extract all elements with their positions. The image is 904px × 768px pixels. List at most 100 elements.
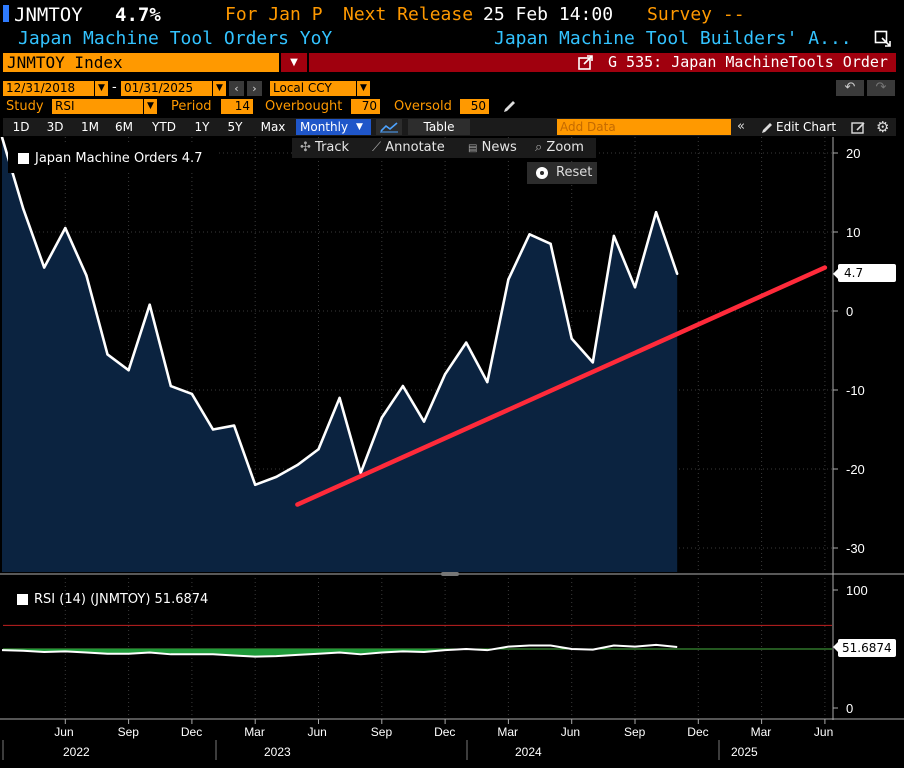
- survey-label: Survey --: [647, 4, 745, 25]
- x-tick-label: Dec: [434, 725, 455, 739]
- data-point: [528, 233, 531, 236]
- overbought-field[interactable]: 70: [351, 99, 380, 114]
- add-data-input[interactable]: Add Data: [557, 119, 731, 135]
- y-tick-label: -20: [846, 462, 865, 477]
- start-date-field[interactable]: 12/31/2018: [3, 81, 94, 96]
- edit-chart-pencil-icon: [760, 120, 774, 134]
- last-value-badge: 4.7: [838, 264, 896, 282]
- source-description: Japan Machine Tool Builders' A...: [494, 28, 852, 49]
- panel-divider-handle[interactable]: [441, 572, 459, 576]
- x-tick-label: Jun: [814, 725, 833, 739]
- data-point: [296, 463, 299, 467]
- chevron-down-icon: ▼: [356, 122, 363, 132]
- edit-chart-button[interactable]: Edit Chart: [776, 120, 837, 134]
- reset-button[interactable]: Reset: [527, 162, 597, 184]
- data-point: [676, 272, 679, 276]
- data-point: [254, 483, 257, 486]
- data-point: [422, 420, 426, 423]
- x-tick-label: Mar: [497, 725, 518, 739]
- range-button-1y[interactable]: 1Y: [194, 120, 210, 134]
- collapse-icon[interactable]: «: [737, 119, 745, 134]
- frequency-selector[interactable]: Monthly ▼: [296, 119, 371, 135]
- study-field[interactable]: RSI: [52, 99, 143, 114]
- data-point: [0, 137, 4, 139]
- x-tick-label: Mar: [751, 725, 772, 739]
- range-button-3d[interactable]: 3D: [46, 120, 64, 134]
- period-field[interactable]: 14: [221, 99, 253, 114]
- data-point: [465, 341, 468, 344]
- external-link-icon[interactable]: [578, 55, 593, 74]
- security-dropdown[interactable]: ▼: [281, 53, 307, 72]
- popout-icon[interactable]: [874, 30, 892, 48]
- data-point: [486, 380, 489, 384]
- date-next-button[interactable]: ›: [247, 81, 262, 96]
- oversold-field[interactable]: 50: [460, 99, 489, 114]
- start-date-dropdown[interactable]: ▼: [95, 81, 108, 96]
- data-point: [633, 286, 637, 289]
- x-tick-label: Dec: [181, 725, 202, 739]
- date-separator: -: [112, 80, 117, 95]
- data-point: [21, 207, 25, 210]
- chart-tools-bar: [292, 138, 596, 158]
- x-tick-label: Jun: [54, 725, 73, 739]
- data-point: [549, 242, 552, 246]
- legend-label: Japan Machine Orders 4.7: [35, 151, 203, 166]
- x-tick-label: Dec: [687, 725, 708, 739]
- next-release-label: Next Release: [343, 4, 474, 25]
- zoom-icon: ⌕: [535, 140, 543, 155]
- redo-button[interactable]: ↷: [867, 80, 895, 96]
- ticker-symbol[interactable]: JNMTOY: [14, 4, 83, 26]
- data-point: [401, 384, 405, 388]
- function-menu-bar[interactable]: G 535: Japan MachineTools Order: [309, 53, 896, 72]
- end-date-dropdown[interactable]: ▼: [213, 81, 226, 96]
- data-point: [148, 303, 151, 306]
- rsi-legend-label: RSI (14) (JNMTOY) 51.6874: [34, 592, 209, 607]
- range-button-max[interactable]: Max: [260, 120, 286, 134]
- news-label: News: [481, 140, 517, 155]
- data-point: [43, 266, 46, 269]
- overbought-label: Overbought: [265, 99, 343, 114]
- y-tick-label: -30: [846, 541, 865, 556]
- range-button-5y[interactable]: 5Y: [227, 120, 243, 134]
- rsi-last-value-badge: 51.6874: [838, 639, 896, 657]
- zoom-tool[interactable]: ⌕ Zoom: [535, 139, 584, 157]
- last-value-text: 4.7: [844, 266, 864, 280]
- study-dropdown[interactable]: ▼: [144, 99, 157, 114]
- gear-icon[interactable]: ⚙: [876, 118, 890, 136]
- chart-type-button[interactable]: [376, 119, 402, 135]
- chart-settings-icon[interactable]: [851, 120, 867, 134]
- range-button-ytd[interactable]: YTD: [152, 120, 176, 134]
- main-legend[interactable]: Japan Machine Orders 4.7: [8, 145, 218, 173]
- currency-field[interactable]: Local CCY: [270, 81, 356, 96]
- track-tool[interactable]: ✣ Track: [300, 139, 349, 157]
- security-field[interactable]: JNMTOY Index: [3, 53, 279, 72]
- end-date-field[interactable]: 01/31/2025: [121, 81, 212, 96]
- crosshair-icon: ✣: [300, 140, 311, 155]
- security-name: JNMTOY Index: [7, 53, 123, 72]
- range-button-6m[interactable]: 6M: [115, 120, 133, 134]
- rsi-legend[interactable]: RSI (14) (JNMTOY) 51.6874: [10, 589, 232, 611]
- rsi-last-value-pointer: [833, 642, 838, 653]
- date-prev-button[interactable]: ‹: [229, 81, 244, 96]
- x-tick-label: Jun: [308, 725, 327, 739]
- data-point: [338, 396, 341, 400]
- data-point: [169, 384, 172, 388]
- range-button-1d[interactable]: 1D: [12, 120, 30, 134]
- pencil-icon[interactable]: [502, 99, 517, 114]
- x-tick-label: Mar: [244, 725, 265, 739]
- x-tick-label: Sep: [118, 725, 140, 739]
- data-point: [591, 361, 594, 364]
- annotate-tool[interactable]: ⟋ Annotate: [372, 139, 445, 157]
- legend-swatch: [18, 153, 29, 164]
- currency-dropdown[interactable]: ▼: [357, 81, 370, 96]
- range-button-1m[interactable]: 1M: [81, 120, 99, 134]
- data-point: [190, 392, 194, 396]
- last-value-pointer: [833, 268, 838, 279]
- data-point: [317, 448, 320, 451]
- table-button[interactable]: Table: [408, 119, 470, 135]
- news-tool[interactable]: ▤ News: [468, 139, 517, 157]
- undo-button[interactable]: ↶: [836, 80, 864, 96]
- period-label: Period: [171, 99, 212, 114]
- trendline: [295, 265, 828, 507]
